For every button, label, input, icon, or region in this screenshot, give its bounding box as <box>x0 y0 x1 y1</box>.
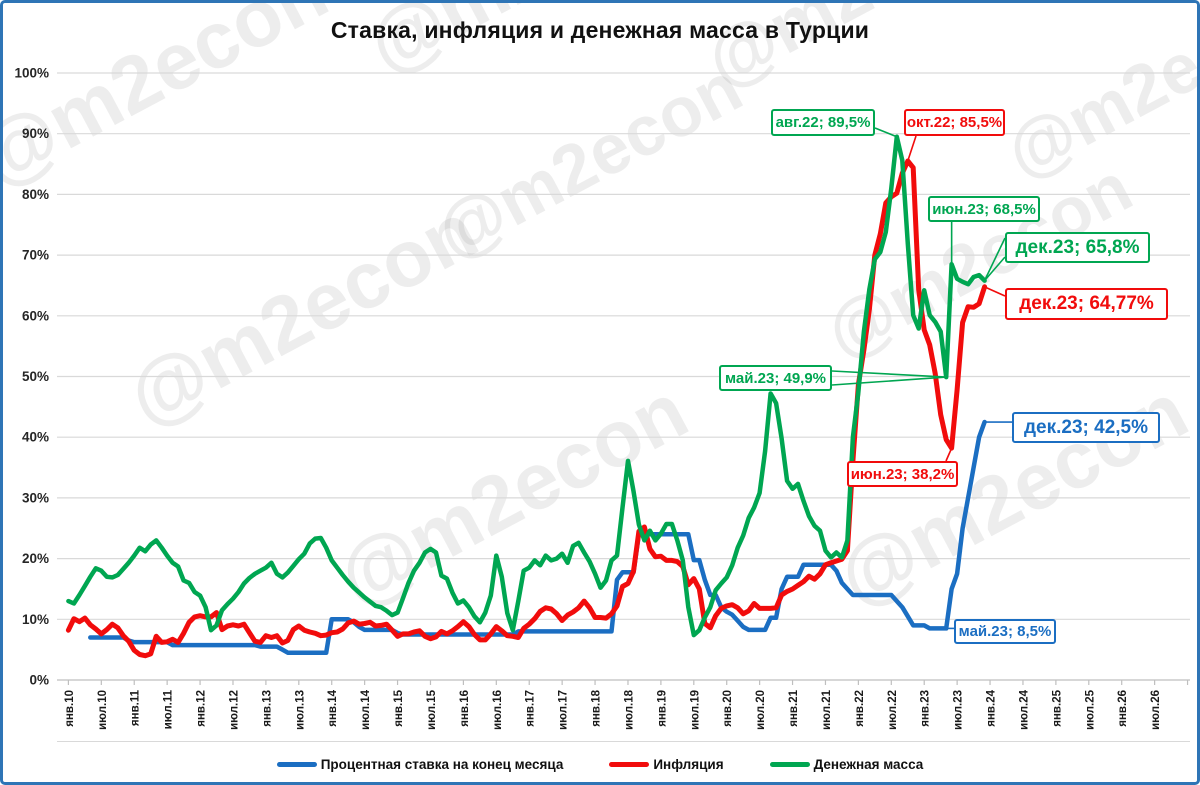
legend-item-rate: Процентная ставка на конец месяца <box>276 757 564 772</box>
legend-item-m2: Денежная масса <box>769 757 924 772</box>
legend-item-inflation: Инфляция <box>609 757 724 772</box>
annotation-rate-160: май.23; 8,5% <box>954 619 1056 644</box>
x-axis-label: июл.23 <box>953 690 965 730</box>
y-axis-label: 70% <box>22 248 49 263</box>
x-axis-label: янв.22 <box>854 690 866 727</box>
x-axis-label: июл.17 <box>558 690 570 730</box>
y-axis-label: 80% <box>22 187 49 202</box>
chart-title: Ставка, инфляция и денежная масса в Турц… <box>330 17 870 43</box>
y-axis-label: 50% <box>22 369 49 384</box>
annotation-inflation-167: дек.23; 64,77% <box>1005 288 1168 320</box>
x-axis-label: июл.24 <box>1018 689 1030 730</box>
x-axis-label: июл.10 <box>97 690 109 730</box>
series-line-inflation <box>65 158 988 659</box>
x-axis-label: янв.15 <box>393 689 405 726</box>
x-axis-label: июл.12 <box>228 690 240 730</box>
annotation-inflation-161: июн.23; 38,2% <box>847 461 958 487</box>
series-line-m2 <box>66 134 987 638</box>
legend-swatch-m2 <box>769 762 810 767</box>
x-axis-label: июл.13 <box>294 690 306 730</box>
x-axis-label: июл.18 <box>623 689 635 730</box>
annotation-leader-line <box>983 256 1006 282</box>
annotation-m2-161: июн.23; 68,5% <box>928 196 1040 222</box>
y-axis-label: 30% <box>22 490 49 505</box>
chart-legend: Процентная ставка на конец месяца Инфляци… <box>3 757 1197 772</box>
annotation-m2-167: дек.23; 65,8% <box>1005 232 1150 263</box>
x-axis-label: янв.14 <box>327 689 339 726</box>
series-line-rate <box>88 419 987 655</box>
x-axis-label: янв.26 <box>1117 690 1129 727</box>
x-axis-label: янв.12 <box>196 690 208 727</box>
annotation-leader-line <box>906 135 917 162</box>
x-axis-label: июл.25 <box>1084 689 1096 730</box>
x-axis-label: июл.22 <box>887 690 899 730</box>
legend-label-inflation: Инфляция <box>653 757 724 772</box>
y-axis-label: 20% <box>22 551 49 566</box>
x-axis-label: янв.18 <box>591 689 603 726</box>
y-axis-label: 40% <box>22 430 49 445</box>
x-axis-label: янв.10 <box>64 690 76 727</box>
legend-label-m2: Денежная масса <box>813 757 924 772</box>
x-axis-label: июл.19 <box>689 690 701 730</box>
x-axis-label: янв.24 <box>986 689 998 726</box>
x-axis-label: янв.17 <box>525 690 537 727</box>
x-axis-label: янв.25 <box>1051 689 1063 726</box>
chart-plot-area: 0% 10% 20% 30% 40% 50% 60% 70% 80% 90% 100% янв.10 и… <box>14 66 1190 742</box>
annotation-inflation-153: окт.22; 85,5% <box>904 109 1005 136</box>
x-axis-label: июл.15 <box>426 689 438 730</box>
legend-swatch-rate <box>276 762 317 767</box>
y-axis-label: 60% <box>22 308 49 323</box>
annotation-leader-line <box>983 237 1006 281</box>
annotation-leader-line <box>831 376 947 386</box>
y-axis-label: 0% <box>29 673 49 688</box>
x-axis-label: июл.26 <box>1150 690 1162 730</box>
y-axis-label: 10% <box>22 612 49 627</box>
x-axis-label: июл.20 <box>755 690 767 730</box>
x-axis-label: янв.21 <box>788 689 800 726</box>
annotation-leader-line <box>831 370 947 378</box>
legend-swatch-inflation <box>609 762 650 767</box>
x-axis-label: июл.11 <box>163 689 175 729</box>
x-axis-label: янв.20 <box>722 690 734 727</box>
x-axis-label: янв.13 <box>261 690 273 727</box>
annotation-rate-167: дек.23; 42,5% <box>1012 412 1160 443</box>
annotation-leader-line <box>874 127 898 138</box>
legend-label-rate: Процентная ставка на конец месяца <box>320 757 564 772</box>
x-axis-label: янв.11 <box>130 689 142 726</box>
x-axis-label: янв.23 <box>920 690 932 727</box>
y-axis-label: 100% <box>14 66 49 81</box>
x-axis-label: янв.16 <box>459 690 471 727</box>
y-axis-label: 90% <box>22 126 49 141</box>
annotation-m2-160: май.23; 49,9% <box>719 365 832 391</box>
x-axis-label: июл.21 <box>821 689 833 730</box>
x-axis-label: янв.19 <box>656 690 668 727</box>
annotation-m2-151: авг.22; 89,5% <box>771 109 875 136</box>
x-axis-label: июл.14 <box>360 689 372 730</box>
annotation-leader-line <box>945 447 953 462</box>
x-axis-label: июл.16 <box>492 690 504 730</box>
annotation-leader-line <box>984 286 1006 297</box>
